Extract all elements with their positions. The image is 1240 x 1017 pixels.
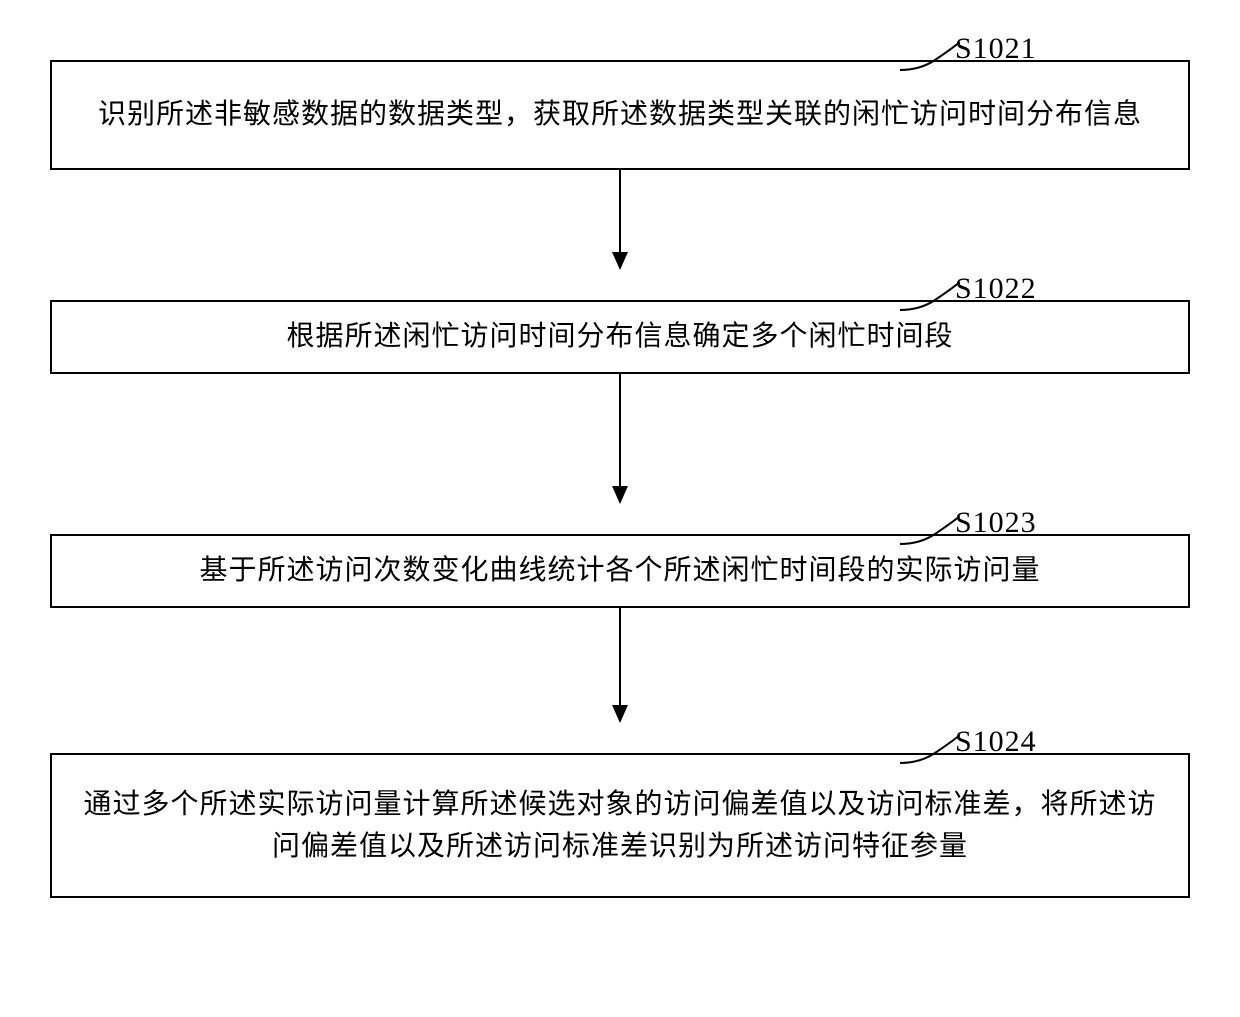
step-label: S1023 <box>955 506 1037 540</box>
flowchart-box: 通过多个所述实际访问量计算所述候选对象的访问偏差值以及访问标准差，将所述访问偏差… <box>50 753 1190 898</box>
down-arrow-icon <box>600 374 640 504</box>
label-connector-curve <box>900 516 960 546</box>
flowchart-box: 根据所述闲忙访问时间分布信息确定多个闲忙时间段 <box>50 300 1190 374</box>
down-arrow-icon <box>600 608 640 723</box>
flowchart-box: 基于所述访问次数变化曲线统计各个所述闲忙时间段的实际访问量 <box>50 534 1190 608</box>
step-label: S1021 <box>955 32 1037 66</box>
flowchart-box: 识别所述非敏感数据的数据类型，获取所述数据类型关联的闲忙访问时间分布信息 <box>50 60 1190 170</box>
label-connector-curve <box>900 282 960 312</box>
step-text: 识别所述非敏感数据的数据类型，获取所述数据类型关联的闲忙访问时间分布信息 <box>98 94 1142 136</box>
label-connector-curve <box>900 735 960 765</box>
flowchart-step-3: S1023 基于所述访问次数变化曲线统计各个所述闲忙时间段的实际访问量 <box>50 534 1190 608</box>
arrow-connector <box>50 608 1190 723</box>
flowchart-step-4: S1024 通过多个所述实际访问量计算所述候选对象的访问偏差值以及访问标准差，将… <box>50 753 1190 898</box>
arrow-connector <box>50 170 1190 270</box>
arrow-connector <box>50 374 1190 504</box>
step-label: S1024 <box>955 725 1037 759</box>
step-text: 通过多个所述实际访问量计算所述候选对象的访问偏差值以及访问标准差，将所述访问偏差… <box>72 784 1168 868</box>
step-text: 根据所述闲忙访问时间分布信息确定多个闲忙时间段 <box>286 316 953 358</box>
label-connector-curve <box>900 42 960 72</box>
flowchart-step-1: S1021 识别所述非敏感数据的数据类型，获取所述数据类型关联的闲忙访问时间分布… <box>50 60 1190 170</box>
step-label: S1022 <box>955 272 1037 306</box>
down-arrow-icon <box>600 170 640 270</box>
step-text: 基于所述访问次数变化曲线统计各个所述闲忙时间段的实际访问量 <box>199 550 1040 592</box>
flowchart-container: S1021 识别所述非敏感数据的数据类型，获取所述数据类型关联的闲忙访问时间分布… <box>50 30 1190 898</box>
flowchart-step-2: S1022 根据所述闲忙访问时间分布信息确定多个闲忙时间段 <box>50 300 1190 374</box>
